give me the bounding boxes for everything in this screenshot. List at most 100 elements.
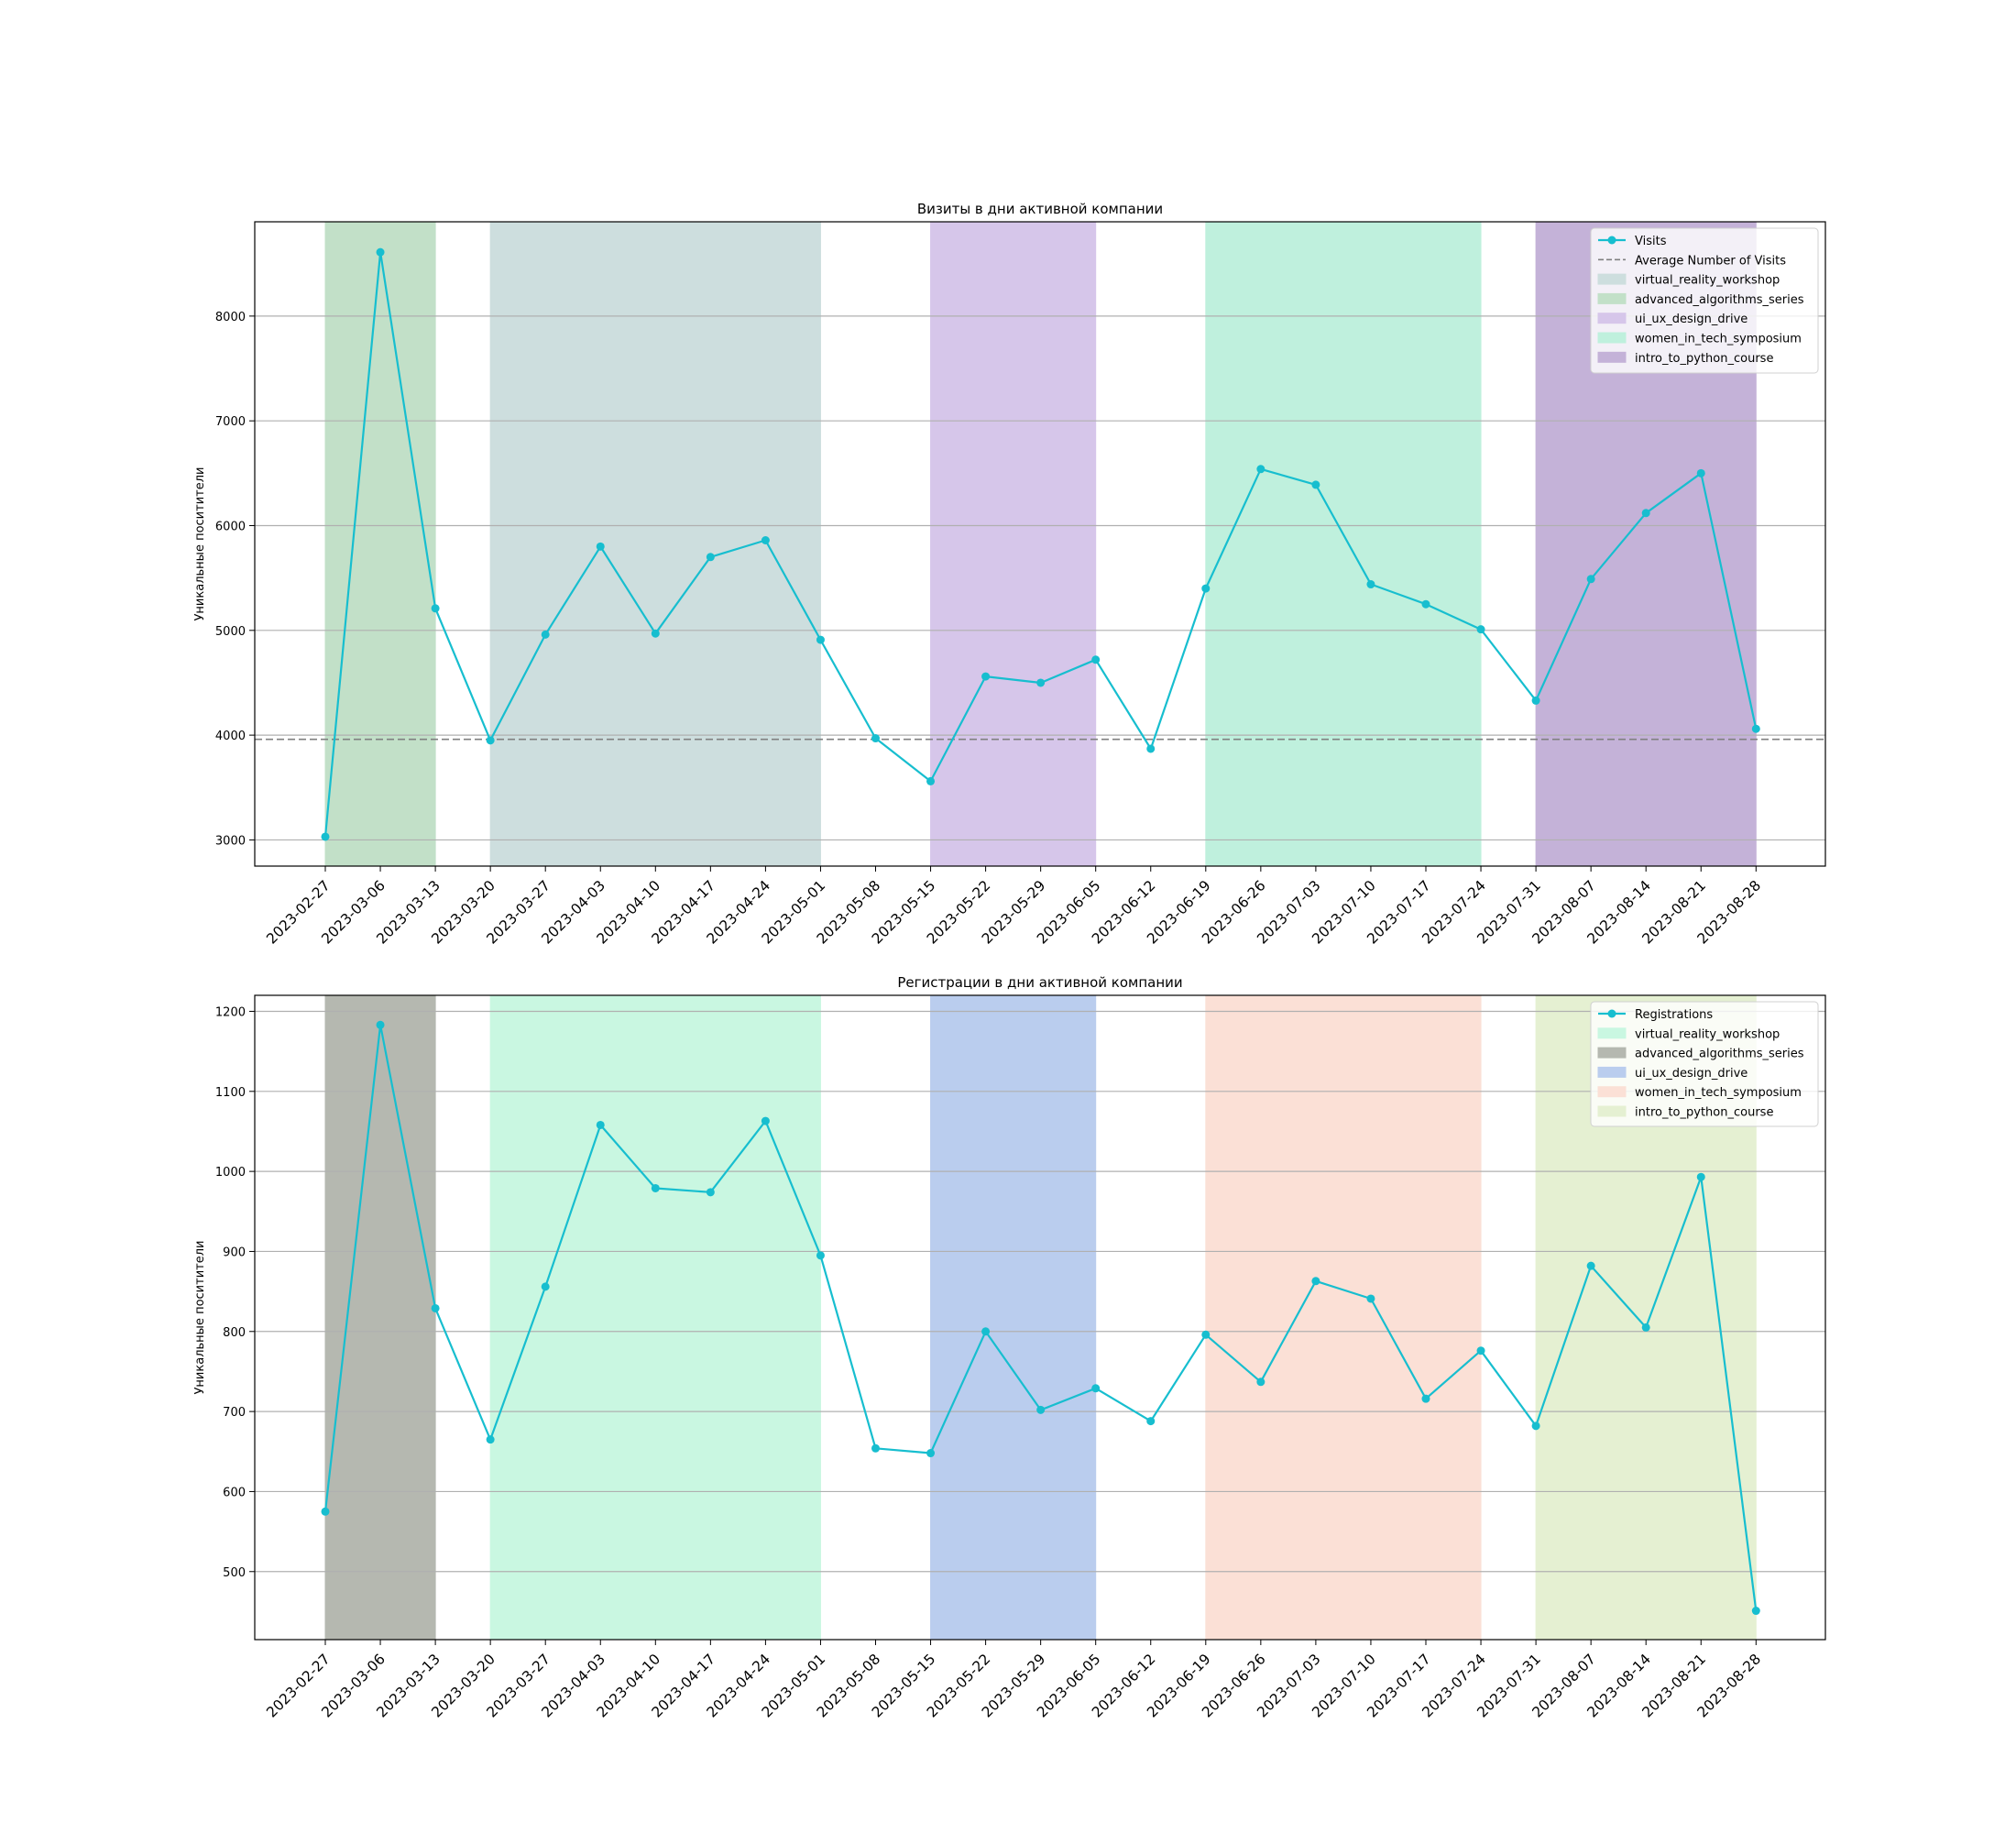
- campaign-span-ui-ux-design-drive: [930, 995, 1097, 1640]
- y-tick-label: 4000: [215, 730, 246, 743]
- data-point: [651, 629, 660, 638]
- legend-box: [1590, 227, 1819, 374]
- legend-patch-swatch: [1597, 273, 1627, 285]
- y-tick-label: 1200: [215, 1005, 246, 1019]
- chart-title: Регистрации в дни активной компании: [897, 974, 1182, 991]
- legend-label: Average Number of Visits: [1635, 254, 1786, 268]
- y-tick-label: 7000: [215, 415, 246, 429]
- data-point: [431, 1303, 440, 1312]
- data-point: [596, 542, 605, 551]
- y-axis-label: Уникальные поситители: [193, 1241, 207, 1395]
- data-point: [321, 832, 330, 841]
- y-tick-label: 1100: [215, 1086, 246, 1100]
- data-point: [1091, 1384, 1101, 1393]
- data-point: [1476, 1346, 1485, 1356]
- data-point: [871, 734, 880, 743]
- legend-patch-swatch: [1597, 313, 1627, 324]
- data-point: [1421, 1394, 1430, 1403]
- data-point: [1531, 696, 1540, 705]
- y-tick-label: 700: [223, 1406, 246, 1420]
- legend-patch-swatch: [1597, 1027, 1627, 1039]
- legend-label: Visits: [1635, 235, 1667, 248]
- data-point: [651, 1183, 660, 1192]
- data-point: [1586, 1261, 1595, 1270]
- registrations-chart: Регистрации в дни активной компании Уник…: [193, 974, 1826, 1721]
- data-point: [761, 535, 770, 544]
- legend-patch-swatch: [1597, 351, 1627, 363]
- legend-patch-swatch: [1597, 1047, 1627, 1059]
- data-point: [1531, 1421, 1540, 1431]
- data-point: [1641, 1323, 1650, 1332]
- y-tick-label: 5000: [215, 625, 246, 639]
- legend-marker: [1607, 1009, 1616, 1018]
- data-point: [1421, 599, 1430, 609]
- data-point: [1586, 575, 1595, 584]
- y-tick-label: 900: [223, 1246, 246, 1259]
- data-point: [871, 1443, 880, 1453]
- legend-label: women_in_tech_symposium: [1635, 333, 1802, 346]
- campaign-span-advanced-algorithms-series: [324, 995, 436, 1640]
- y-tick-label: 500: [223, 1566, 246, 1580]
- legend-label: intro_to_python_course: [1635, 1106, 1773, 1120]
- data-point: [981, 1327, 991, 1336]
- y-tick-label: 8000: [215, 311, 246, 324]
- y-axis-label: Уникальные поситители: [193, 467, 207, 621]
- y-tick-label: 3000: [215, 834, 246, 848]
- campaign-span-women-in-tech-symposium: [1205, 995, 1482, 1640]
- data-point: [1091, 655, 1101, 664]
- legend-marker: [1607, 236, 1616, 245]
- data-point: [816, 635, 825, 644]
- data-point: [1641, 509, 1650, 518]
- data-point: [981, 672, 991, 681]
- campaign-spans: [324, 222, 1757, 866]
- data-point: [1696, 1172, 1705, 1181]
- campaign-span-virtual-reality-workshop: [489, 222, 821, 866]
- data-point: [1256, 1377, 1265, 1387]
- data-point: [486, 736, 495, 745]
- legend-label: intro_to_python_course: [1635, 352, 1773, 366]
- legend-label: advanced_algorithms_series: [1635, 1048, 1804, 1061]
- data-point: [1696, 468, 1705, 477]
- campaign-span-ui-ux-design-drive: [930, 222, 1097, 866]
- data-point: [706, 1188, 715, 1197]
- legend-label: women_in_tech_symposium: [1635, 1086, 1802, 1100]
- legend-label: ui_ux_design_drive: [1635, 1067, 1748, 1081]
- legend-label: virtual_reality_workshop: [1635, 274, 1780, 288]
- legend-label: Registrations: [1635, 1008, 1713, 1022]
- data-point: [816, 1251, 825, 1260]
- data-point: [1311, 480, 1320, 489]
- data-point: [1201, 584, 1211, 593]
- y-tick-label: 6000: [215, 520, 246, 533]
- legend-patch-swatch: [1597, 1105, 1627, 1117]
- legend-label: ui_ux_design_drive: [1635, 313, 1748, 326]
- data-point: [1256, 465, 1265, 474]
- legend: Visits Average Number of Visits virtual_re…: [1590, 227, 1819, 374]
- data-point: [1366, 580, 1375, 589]
- campaign-span-virtual-reality-workshop: [489, 995, 821, 1640]
- y-gridlines: [255, 315, 1825, 841]
- data-point: [1751, 1607, 1760, 1616]
- data-point: [541, 630, 550, 639]
- data-point: [926, 1449, 936, 1458]
- y-tick-label: 600: [223, 1486, 246, 1499]
- legend-label: virtual_reality_workshop: [1635, 1027, 1780, 1041]
- data-point: [541, 1282, 550, 1291]
- data-point: [431, 604, 440, 613]
- legend-patch-swatch: [1597, 292, 1627, 304]
- legend-patch-swatch: [1597, 1086, 1627, 1098]
- data-point: [761, 1116, 770, 1125]
- data-point: [1201, 1330, 1211, 1339]
- data-point: [1751, 724, 1760, 733]
- y-tick-label: 1000: [215, 1166, 246, 1180]
- campaign-spans: [324, 995, 1757, 1640]
- plot-frame: [254, 994, 1826, 1641]
- data-point: [1146, 744, 1156, 753]
- data-point: [926, 776, 936, 785]
- campaign-span-women-in-tech-symposium: [1205, 222, 1482, 866]
- plot-frame: [254, 221, 1826, 867]
- data-point: [1311, 1277, 1320, 1286]
- data-point: [376, 1020, 385, 1029]
- legend-box: [1590, 1001, 1819, 1127]
- campaign-span-advanced-algorithms-series: [324, 222, 436, 866]
